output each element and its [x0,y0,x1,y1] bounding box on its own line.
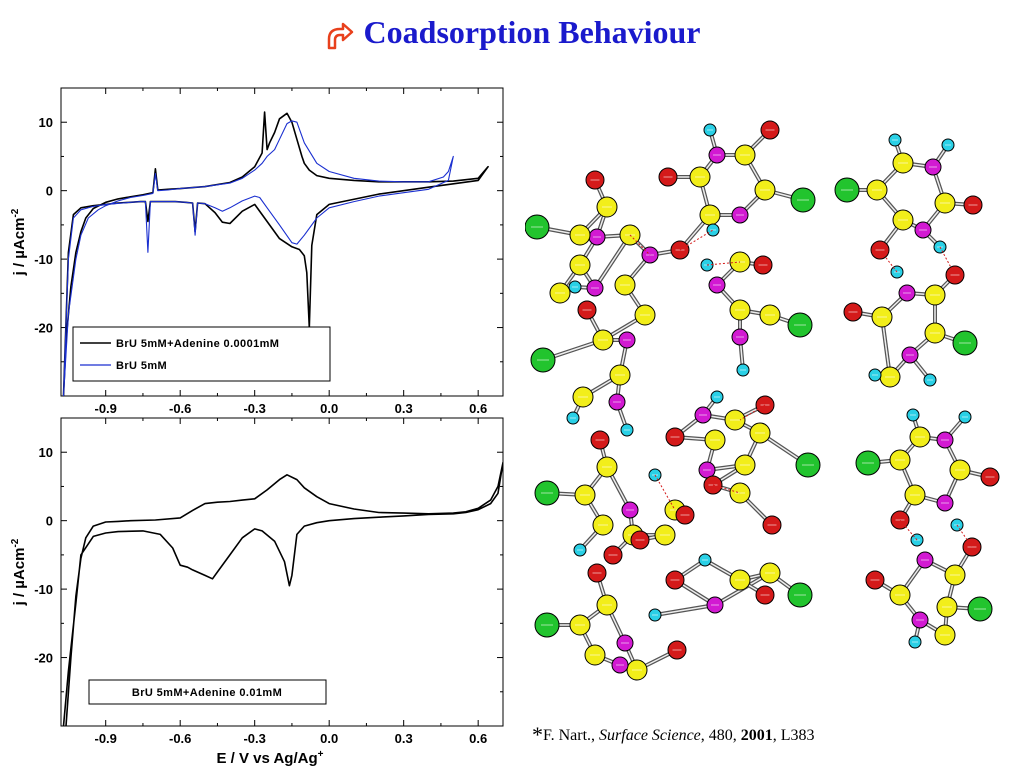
x-tick-label: -0.3 [243,731,265,746]
top-legend-box [72,326,331,382]
x-tick-label: 0.0 [320,401,338,416]
molecule-group-4 [855,408,1000,649]
bottom-series [62,461,503,726]
bottom-plot-frame [60,417,504,727]
top-ticks: -0.9 -0.6 -0.3 0.0 0.3 0.6 10 0 -10 -20 [34,88,503,416]
series-line-2 [62,120,454,396]
molecule-group-2 [834,133,983,388]
x-tick-label: -0.6 [169,401,191,416]
top-y-axis-label: j / µAcm-2 [10,208,28,276]
legend-label-series-1: BrU 5mM+Adenine 0.0001mM [116,338,279,350]
bottom-legend-box [88,679,327,705]
hydrogen-bond [939,246,956,276]
bottom-chart: -0.9 -0.6 -0.3 0.0 0.3 0.6 10 0 -10 -20 j / µAcm-… [10,417,504,767]
hydrogen-bond [629,234,651,256]
y-tick-label: -10 [34,582,53,597]
slide-title: Coadsorption Behaviour [0,14,1024,51]
x-tick-label: -0.6 [169,731,191,746]
top-plot-frame [60,87,504,397]
x-tick-label: 0.3 [395,401,413,416]
x-tick-label: 0.0 [320,731,338,746]
citation-pages: , L383 [772,727,815,744]
series-line-1 [62,461,503,726]
citation-year: 2001 [740,727,773,744]
molecule-group-1 [525,120,816,437]
bottom-ticks: -0.9 -0.6 -0.3 0.0 0.3 0.6 10 0 -10 -20 [34,418,503,746]
hydrogen-bond [712,484,741,494]
hydrogen-bond [706,261,741,266]
y-tick-label: -10 [34,252,53,267]
x-tick-label: 0.6 [469,731,487,746]
top-chart: -0.9 -0.6 -0.3 0.0 0.3 0.6 10 0 -10 -20 j / µAcm-… [10,87,504,416]
legend-label-bottom-series: BrU 5mM+Adenine 0.01mM [132,687,282,699]
y-tick-label: 0 [46,514,53,529]
citation-author: F. Nart., [543,727,600,744]
bond-highlight [654,604,716,616]
hydrogen-bonds [629,229,973,548]
top-legend: BrU 5mM+Adenine 0.0001mM BrU 5mM [72,326,331,382]
x-tick-label: 0.3 [395,731,413,746]
y-tick-label: -20 [34,321,53,336]
x-tick-label: -0.9 [94,731,116,746]
molecular-model-illustration [525,120,1000,681]
hydrogen-bond [879,249,898,273]
bottom-x-axis-label: E / V vs Ag/Ag+ [217,749,324,767]
bottom-y-axis-label: j / µAcm-2 [10,538,28,606]
citation-volume: , 480, [700,727,741,744]
y-tick-label: 0 [46,184,53,199]
hydrogen-bond [899,519,918,541]
hydrogen-bond [654,474,676,511]
hydrogen-bond [739,404,766,421]
y-tick-label: -20 [34,651,53,666]
x-tick-label: -0.3 [243,401,265,416]
citation-star: * [532,722,543,747]
x-tick-label: -0.9 [94,401,116,416]
molecule-group-3 [534,390,821,681]
hydrogen-bond [956,524,973,548]
y-tick-label: 10 [39,445,53,460]
top-series [62,111,489,396]
bottom-legend: BrU 5mM+Adenine 0.01mM [88,679,327,705]
bond-highlight [594,234,631,289]
x-tick-label: 0.6 [469,401,487,416]
slide-title-text: Coadsorption Behaviour [363,14,701,50]
hydrogen-bond [679,229,714,251]
citation: *F. Nart., Surface Science, 480, 2001, L… [532,722,815,748]
legend-label-series-2: BrU 5mM [116,360,167,372]
curved-arrow-icon [327,22,353,49]
citation-journal: Surface Science [599,727,701,744]
y-tick-label: 10 [39,115,53,130]
